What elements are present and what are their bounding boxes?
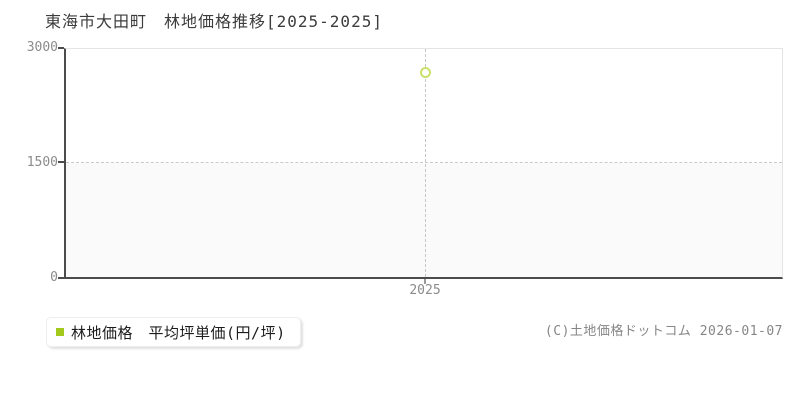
y-tick-3000 xyxy=(58,47,64,49)
gridline-1500 xyxy=(66,162,782,163)
data-point-2025 xyxy=(420,67,431,78)
y-axis-label-3000: 3000 xyxy=(26,40,58,55)
chart-title: 東海市大田町 林地価格推移[2025-2025] xyxy=(45,12,383,31)
legend-marker-icon xyxy=(56,328,64,336)
y-axis-label-0: 0 xyxy=(50,270,58,285)
y-tick-0 xyxy=(58,277,64,279)
y-axis-label-1500: 1500 xyxy=(26,155,58,170)
x-axis-label-2025: 2025 xyxy=(409,283,441,298)
copyright-text: (C)土地価格ドットコム 2026-01-07 xyxy=(544,324,783,339)
legend-label: 林地価格 平均坪単価(円/坪) xyxy=(71,323,286,342)
x-tick-2025 xyxy=(424,279,426,284)
plot-area xyxy=(58,47,783,284)
gridline-2025 xyxy=(425,49,426,277)
y-tick-1500 xyxy=(58,161,64,163)
legend: 林地価格 平均坪単価(円/坪) xyxy=(46,317,301,347)
